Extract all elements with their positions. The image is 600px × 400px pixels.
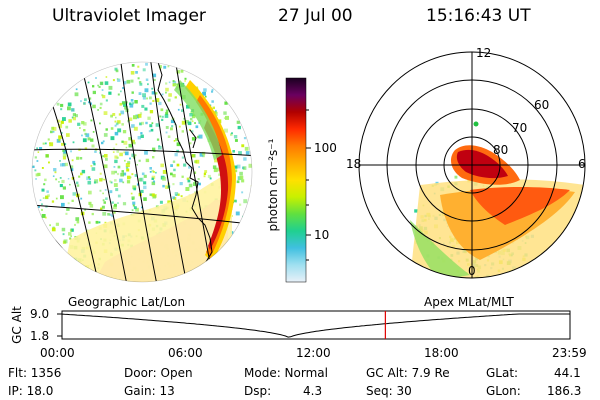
glat-value: 44.1 xyxy=(554,366,581,380)
mlt-label-0: 0 xyxy=(468,264,476,278)
orbit-plot xyxy=(57,310,571,340)
polar-panel xyxy=(358,51,586,279)
geographic-panel xyxy=(31,61,253,283)
colorbar-tick-100: 100 xyxy=(314,141,337,155)
gc-alt-value: GC Alt: 7.9 Re xyxy=(366,366,450,380)
colorbar-unit-label: photon cm⁻²s⁻¹ xyxy=(266,138,280,232)
instrument-title: Ultraviolet Imager xyxy=(52,6,206,26)
colorbar-tick-10: 10 xyxy=(314,228,330,242)
geo-panel-label: Geographic Lat/Lon xyxy=(68,295,186,309)
colorbar-rect xyxy=(285,77,307,283)
orbit-xtick-1800: 18:00 xyxy=(424,346,459,360)
mlt-label-18: 18 xyxy=(346,157,362,171)
colorbar xyxy=(285,77,311,283)
lat-label-70: 70 xyxy=(512,121,528,135)
geo-emission-image xyxy=(32,62,252,282)
polar-panel-label: Apex MLat/MLT xyxy=(424,295,514,309)
orbit-altitude-curve xyxy=(61,313,570,338)
door-status: Door: Open xyxy=(124,366,193,380)
glon-value: 186.3 xyxy=(547,384,582,398)
polar-grid xyxy=(358,51,586,279)
flight-number: Flt: 1356 xyxy=(8,366,62,380)
dsp-label: Dsp: xyxy=(244,384,272,398)
orbit-xtick-1200: 12:00 xyxy=(296,346,331,360)
mode-value: Mode: Normal xyxy=(244,366,328,380)
ip-value: IP: 18.0 xyxy=(8,384,54,398)
lat-label-60: 60 xyxy=(534,98,550,112)
orbit-ytick-low: 1.8 xyxy=(30,329,50,343)
time-label: 15:16:43 UT xyxy=(426,6,531,26)
seq-value: Seq: 30 xyxy=(366,384,412,398)
orbit-xtick-2359: 23:59 xyxy=(552,346,587,360)
orbit-xtick-0600: 06:00 xyxy=(168,346,203,360)
lat-label-80: 80 xyxy=(493,143,509,157)
orbit-xtick-0000: 00:00 xyxy=(40,346,75,360)
orbit-ylabel: GC Alt xyxy=(10,306,24,344)
glon-label: GLon: xyxy=(486,384,521,398)
gain-value: Gain: 13 xyxy=(124,384,175,398)
glat-label: GLat: xyxy=(486,366,519,380)
dsp-value: 4.3 xyxy=(303,384,323,398)
date-label: 27 Jul 00 xyxy=(278,6,353,26)
mlt-label-6: 6 xyxy=(578,157,586,171)
mlt-label-12: 12 xyxy=(476,46,492,60)
orbit-ytick-high: 9.0 xyxy=(30,307,50,321)
